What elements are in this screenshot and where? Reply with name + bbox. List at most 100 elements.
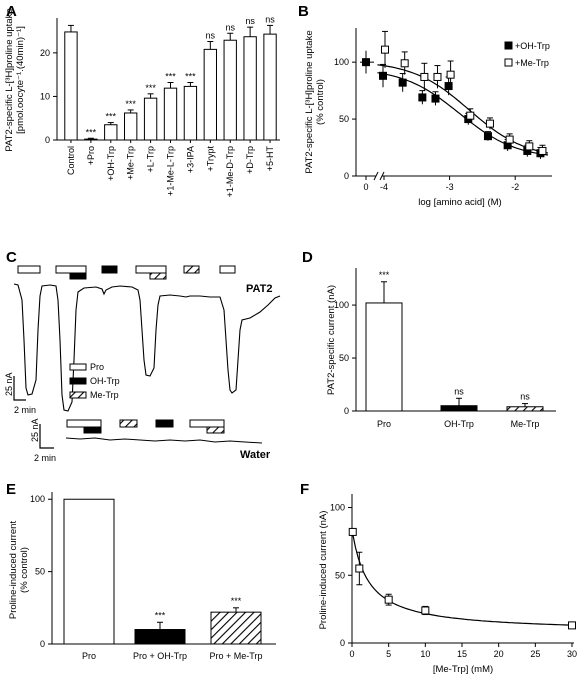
b-point bbox=[538, 146, 547, 155]
water-bar-ohtrp-1 bbox=[83, 426, 102, 434]
b-control-point bbox=[362, 58, 370, 67]
d-significance: *** bbox=[379, 270, 390, 280]
e-xtick-label: Pro bbox=[82, 651, 96, 661]
panel-letter-f: F bbox=[300, 481, 309, 498]
b-legend-marker bbox=[504, 58, 513, 67]
pat2-current-trace bbox=[13, 283, 281, 412]
f-point bbox=[384, 595, 393, 604]
a-ytick-label: 10 bbox=[40, 91, 50, 101]
a-significance: *** bbox=[185, 71, 196, 81]
a-bar bbox=[183, 85, 198, 141]
b-ytick-label: 0 bbox=[344, 171, 349, 181]
b-xtick-label: -4 bbox=[380, 182, 388, 192]
legend-label-ohtrp: OH-Trp bbox=[90, 376, 120, 386]
b-xtick-label: 0 bbox=[363, 182, 368, 192]
e-ytick-label: 0 bbox=[40, 639, 45, 649]
a-significance: ns bbox=[245, 16, 255, 26]
f-axes bbox=[351, 494, 574, 644]
scale-water-time: 2 min bbox=[34, 453, 56, 463]
b-legend-label: +Me-Trp bbox=[515, 58, 549, 68]
e-bar bbox=[63, 498, 115, 645]
b-axis-break bbox=[379, 171, 385, 181]
app-bar-pro-3 bbox=[135, 265, 167, 274]
b-point bbox=[444, 82, 453, 91]
b-xlabel: log [amino acid] (M) bbox=[418, 197, 501, 208]
e-ytick-label: 100 bbox=[30, 494, 45, 504]
a-xtick-label: +Trypt bbox=[205, 146, 215, 172]
water-bar-metrp-1 bbox=[119, 419, 138, 428]
f-xtick-label: 0 bbox=[349, 649, 354, 659]
a-xtick-label: +OH-Trp bbox=[106, 146, 116, 181]
d-xtick-label: Me-Trp bbox=[511, 419, 540, 429]
a-xtick-label: +D-Trp bbox=[245, 146, 255, 174]
a-xtick-label: +L-Trp bbox=[146, 146, 156, 172]
water-bar-pro-1 bbox=[66, 419, 102, 428]
b-legend-label: +OH-Trp bbox=[515, 41, 550, 51]
water-bar-pro-2 bbox=[189, 419, 225, 428]
f-point bbox=[355, 564, 364, 573]
d-xtick-label: OH-Trp bbox=[444, 419, 474, 429]
app-bar-metrp-2 bbox=[183, 265, 200, 274]
b-point bbox=[525, 142, 534, 151]
a-bar bbox=[263, 33, 277, 141]
chart-a-uptake-bars: 0 10 20 PAT2-specific L-[³H]proline uptake[… bbox=[4, 8, 280, 197]
a-bar bbox=[124, 112, 138, 141]
b-point bbox=[379, 71, 387, 80]
b-point bbox=[381, 45, 389, 54]
d-significance: ns bbox=[520, 392, 530, 402]
chart-b-dose-response: 0 50 100 0 -4 -3 -2 log [amino acid] (M) PAT2-sp… bbox=[304, 28, 552, 208]
a-ylabel: PAT2-specific L-[³H]proline uptake bbox=[4, 8, 15, 151]
a-bar bbox=[223, 39, 237, 141]
app-bar-ohtrp-2 bbox=[101, 265, 118, 274]
d-significance: ns bbox=[454, 386, 464, 396]
a-bar bbox=[64, 31, 78, 141]
legend-label-pro: Pro bbox=[90, 362, 104, 372]
a-xtick-label: +Me-Trp bbox=[126, 146, 136, 180]
panel-letter-d: D bbox=[302, 249, 313, 266]
b-axes bbox=[355, 28, 376, 177]
scale-bar-main bbox=[13, 376, 26, 401]
b-ytick-label: 50 bbox=[339, 114, 349, 124]
a-xtick-label: +5-HT bbox=[265, 146, 275, 172]
e-ytick-label: 50 bbox=[35, 567, 45, 577]
b-point bbox=[446, 70, 455, 79]
a-xtick-label: Control bbox=[66, 146, 76, 175]
d-bar bbox=[440, 405, 478, 412]
e-ylabel: (% control) bbox=[19, 547, 30, 593]
water-current-trace bbox=[65, 437, 263, 444]
f-xtick-label: 30 bbox=[567, 649, 577, 659]
f-xtick-label: 15 bbox=[457, 649, 467, 659]
a-xtick-label: +1-Me-L-Trp bbox=[166, 146, 176, 196]
d-ytick-label: 50 bbox=[339, 353, 349, 363]
panel-letter-a: A bbox=[6, 3, 17, 20]
d-bar bbox=[365, 302, 403, 412]
a-bar bbox=[104, 124, 118, 141]
b-point bbox=[433, 72, 442, 81]
e-ylabel: Proline-induced current bbox=[8, 521, 19, 620]
f-fit-curve bbox=[352, 533, 573, 626]
b-point bbox=[420, 72, 429, 81]
a-significance: *** bbox=[165, 71, 176, 81]
b-xtick-label: -3 bbox=[446, 182, 454, 192]
water-label: Water bbox=[240, 449, 271, 461]
a-significance: ns bbox=[206, 31, 216, 41]
water-bar-ohtrp-2 bbox=[155, 419, 174, 428]
b-point bbox=[485, 119, 494, 128]
panel-letter-c: C bbox=[6, 249, 17, 266]
panel-letter-e: E bbox=[6, 481, 16, 498]
e-xtick-label: Pro + Me-Trp bbox=[210, 651, 263, 661]
a-significance: *** bbox=[145, 83, 156, 93]
f-point bbox=[421, 606, 430, 615]
b-axis-break bbox=[373, 171, 379, 181]
e-bar bbox=[134, 629, 186, 645]
chart-f-me-trp-curve: 0 50 100 0 5 10 15 20 25 30 [Me-Trp] (mM) Proline-i… bbox=[318, 494, 577, 675]
app-bar-ohtrp-1 bbox=[69, 272, 87, 280]
d-bar bbox=[506, 406, 544, 412]
d-ytick-label: 100 bbox=[334, 300, 349, 310]
panel-c-current-traces: PAT2 Pro OH-Trp Me-Trp 25 nA 2 min Water… bbox=[4, 265, 281, 463]
f-ylabel: Proline-induced current (nA) bbox=[318, 511, 329, 630]
f-xtick-label: 5 bbox=[386, 649, 391, 659]
scale-water-current: 25 nA bbox=[30, 418, 40, 442]
a-ytick-label: 0 bbox=[45, 135, 50, 145]
